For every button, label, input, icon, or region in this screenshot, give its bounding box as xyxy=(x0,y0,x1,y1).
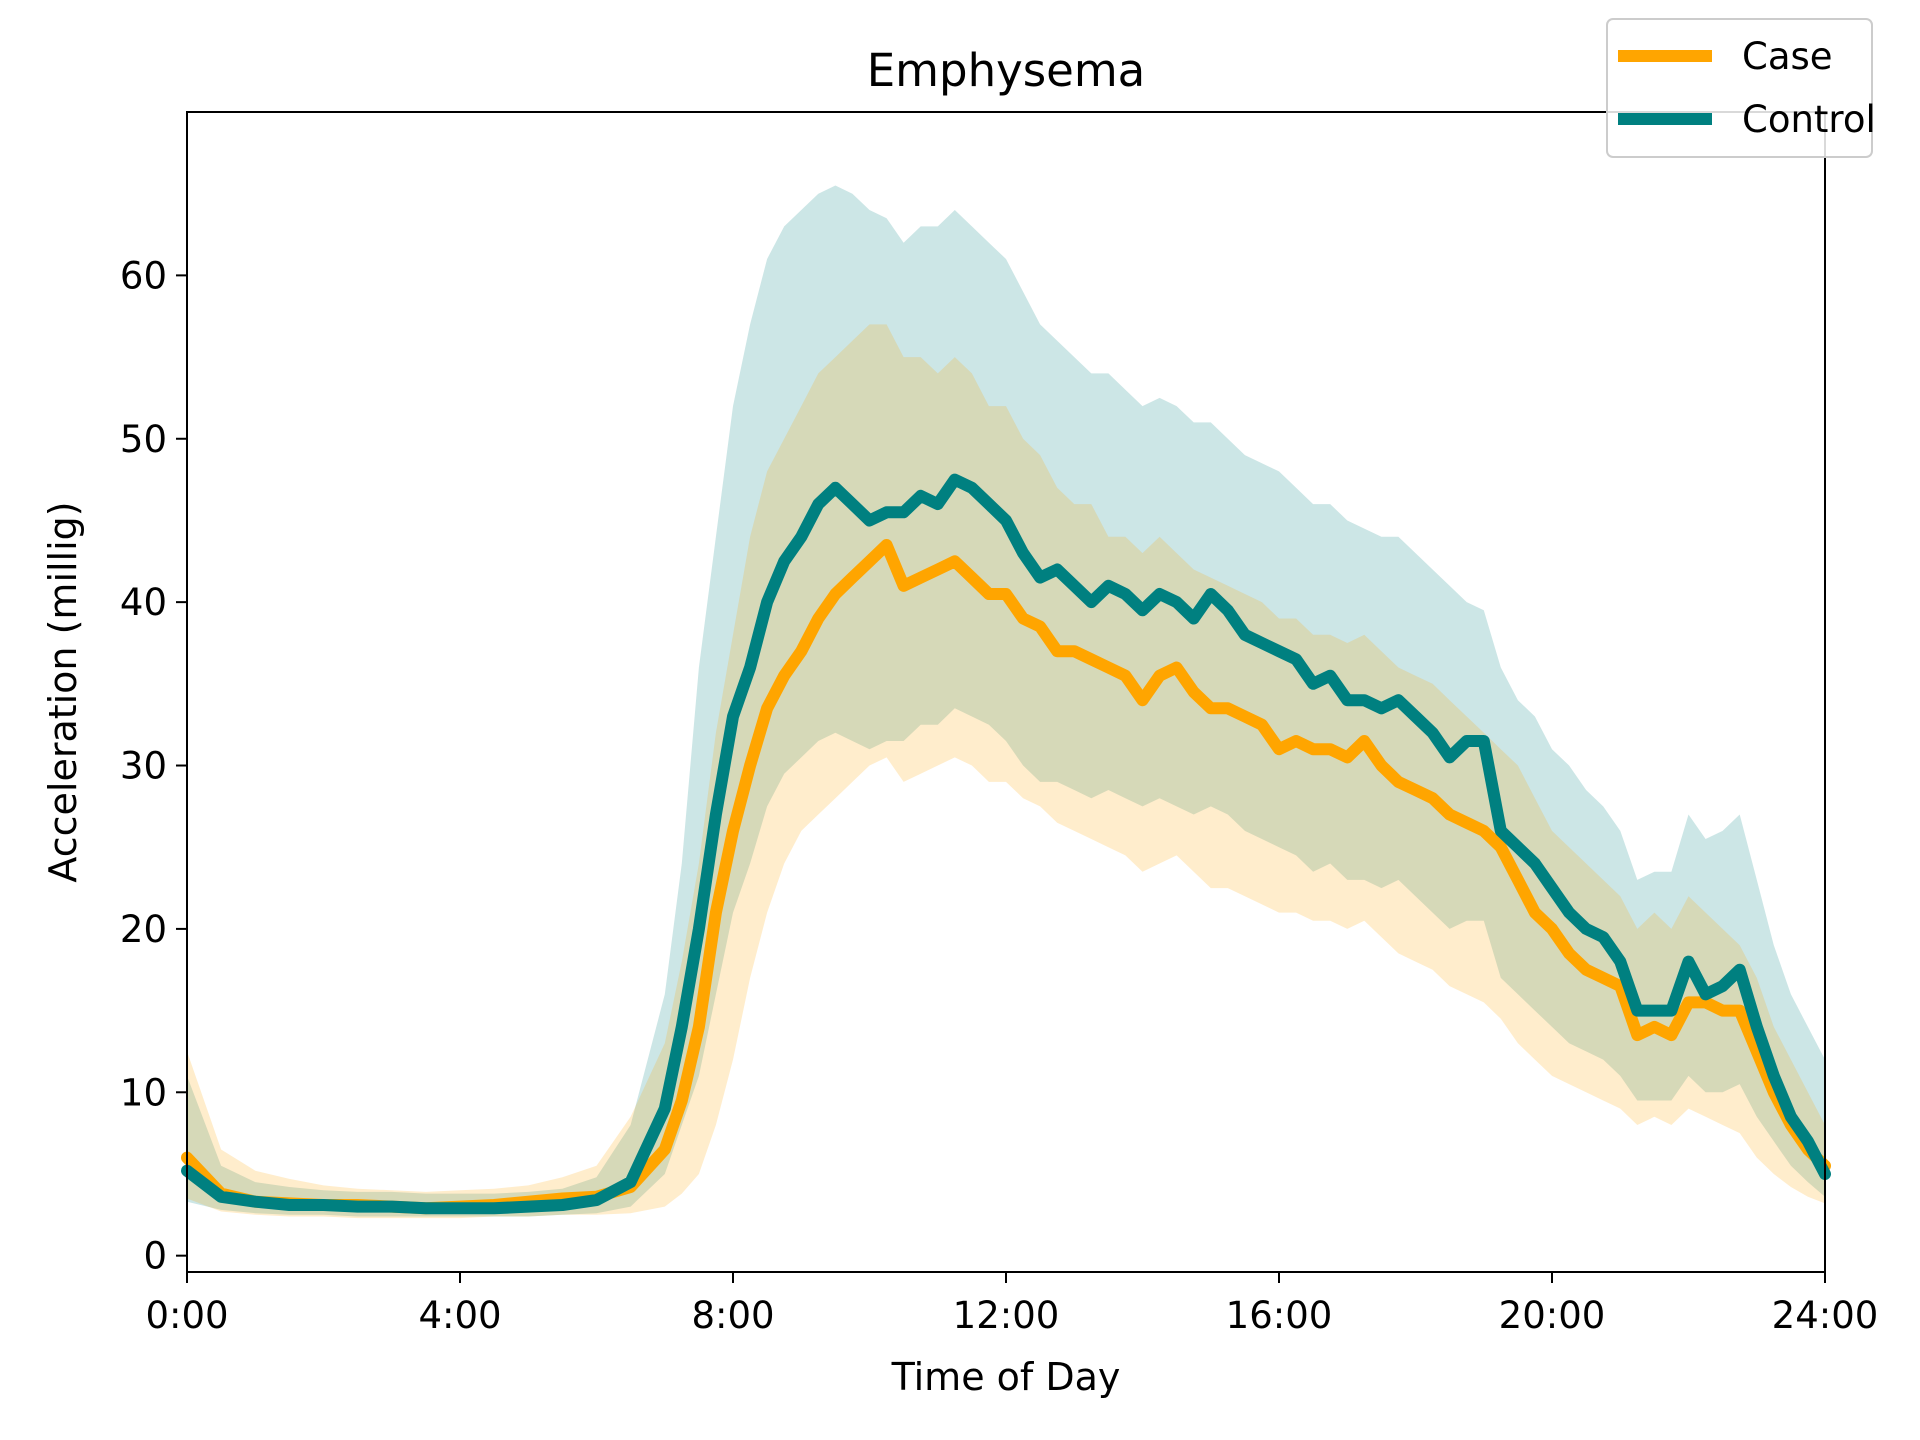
y-tick-label: 20 xyxy=(120,908,167,951)
band-case xyxy=(187,324,1825,1219)
x-tick-label: 24:00 xyxy=(1772,1294,1879,1337)
x-tick-label: 0:00 xyxy=(145,1294,228,1337)
x-tick-label: 16:00 xyxy=(1226,1294,1333,1337)
legend-label-case: Case xyxy=(1742,35,1833,78)
x-tick-label: 8:00 xyxy=(691,1294,774,1337)
y-tick-label: 0 xyxy=(143,1235,167,1278)
series-lines xyxy=(181,473,1831,1215)
y-tick-label: 30 xyxy=(120,745,167,788)
confidence-bands xyxy=(187,185,1825,1219)
x-tick-label: 20:00 xyxy=(1499,1294,1606,1337)
y-tick-label: 60 xyxy=(120,254,167,297)
legend: Case Control xyxy=(1606,18,1876,158)
x-axis-label: Time of Day xyxy=(891,1355,1121,1399)
y-axis-label: Acceleration (millig) xyxy=(41,501,85,882)
y-tick-label: 50 xyxy=(120,418,167,461)
y-tick-label: 40 xyxy=(120,581,167,624)
y-axis: 0 10 20 30 40 50 60 xyxy=(120,254,187,1278)
band-control xyxy=(187,185,1825,1217)
x-tick-label: 4:00 xyxy=(418,1294,501,1337)
x-tick-label: 12:00 xyxy=(953,1294,1060,1337)
legend-label-control: Control xyxy=(1742,98,1876,141)
series-line-case xyxy=(181,539,1831,1215)
chart-title: Emphysema xyxy=(867,44,1146,97)
x-axis: 0:00 4:00 8:00 12:00 16:00 20:00 24:00 xyxy=(145,1272,1878,1337)
series-line-control xyxy=(181,473,1831,1215)
y-tick-label: 10 xyxy=(120,1071,167,1114)
